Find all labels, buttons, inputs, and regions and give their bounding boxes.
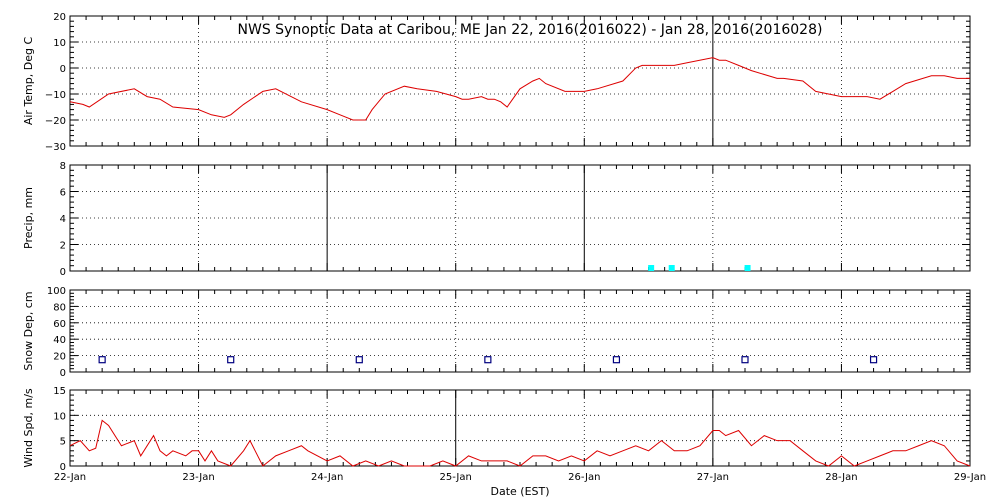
y-axis-label: Precip, mm [22, 187, 35, 249]
y-axis-label: Wind Spd, m/s [22, 388, 35, 468]
snow-point [227, 356, 235, 364]
y-tick-label: 0 [60, 64, 66, 75]
y-tick-label: 20 [53, 12, 66, 23]
x-tick-label: 27-Jan [697, 472, 729, 483]
y-tick-label: 15 [53, 386, 66, 397]
snow-point [355, 356, 363, 364]
snow-point [869, 356, 878, 364]
y-tick-label: 40 [53, 335, 66, 346]
precip-bar [668, 265, 675, 271]
precip-bar [744, 265, 751, 271]
y-tick-label: 20 [53, 352, 66, 363]
y-tick-label: 8 [60, 161, 66, 172]
precip-bar [648, 265, 655, 271]
y-tick-label: 6 [60, 188, 66, 199]
x-tick-label: 25-Jan [440, 472, 472, 483]
y-tick-label: 80 [53, 302, 66, 313]
panel-frame [69, 289, 971, 373]
panel-precip: 8 6 4 2 0 Precip, mm [22, 161, 971, 278]
series-line [69, 419, 971, 467]
y-tick-label: 60 [53, 319, 66, 330]
y-tick-label: 0 [60, 368, 66, 379]
panel-wind: 15 10 5 0 Wind Spd, m/s 22-Jan 23-Jan 24-Jan 25-… [22, 386, 986, 483]
y-tick-label: 2 [60, 241, 66, 252]
panel-frame [69, 389, 971, 467]
x-axis-label: Date (EST) [490, 485, 549, 498]
x-tick-label: 23-Jan [182, 472, 214, 483]
y-tick-label: −10 [45, 90, 66, 101]
x-tick-label: 22-Jan [54, 472, 86, 483]
x-tick-label: 26-Jan [568, 472, 600, 483]
y-tick-label: 5 [60, 437, 66, 448]
panel-snow: 100 80 60 40 20 0 Snow Dep, cm [22, 286, 971, 379]
y-axis-label: Air Temp, Deg C [22, 37, 35, 126]
panel-frame [69, 164, 971, 272]
y-tick-label: 4 [60, 214, 66, 225]
panel-frame [69, 15, 971, 147]
panel-temp: 20 10 0 −10 −20 −30 Air Temp, Deg C [22, 12, 971, 153]
y-tick-label: −30 [45, 142, 66, 153]
y-tick-label: 10 [53, 38, 66, 49]
y-tick-label: −20 [45, 116, 66, 127]
y-axis-label: Snow Dep, cm [22, 291, 35, 370]
snow-point [98, 356, 106, 364]
snow-point [612, 356, 621, 364]
series-line [69, 57, 970, 121]
x-tick-label: 28-Jan [825, 472, 857, 483]
y-tick-label: 100 [47, 286, 66, 297]
y-tick-label: 0 [60, 462, 66, 473]
snow-point [484, 356, 492, 364]
x-tick-label: 29-Jan [954, 472, 986, 483]
chart-title: NWS Synoptic Data at Caribou, ME Jan 22,… [238, 22, 823, 38]
y-tick-label: 10 [53, 411, 66, 422]
x-tick-label: 24-Jan [311, 472, 343, 483]
y-tick-label: 0 [60, 267, 66, 278]
snow-point [741, 356, 749, 364]
